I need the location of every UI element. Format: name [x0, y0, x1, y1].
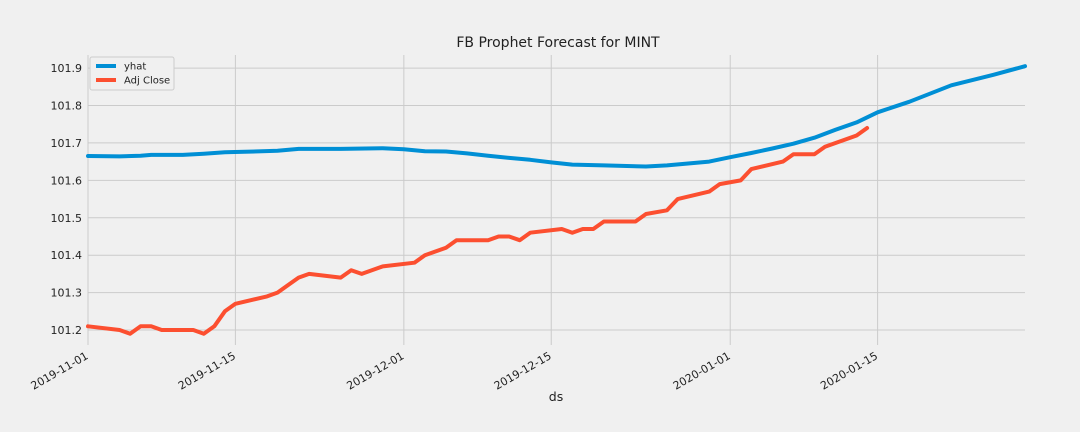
- x-axis-ticks: 2019-11-01 2019-11-15 2019-12-01 2019-12-15…: [29, 349, 880, 392]
- x-tick-label: 2019-12-01: [344, 349, 406, 392]
- x-tick-label: 2019-11-15: [176, 349, 238, 392]
- series-line-yhat: [86, 64, 1027, 169]
- series-layer: [86, 64, 1027, 336]
- grid: [87, 55, 1025, 345]
- legend-label-yhat: yhat: [124, 62, 146, 73]
- y-tick-label: 101.8: [51, 100, 83, 113]
- x-tick-label: 2019-11-01: [29, 349, 91, 392]
- chart-title: FB Prophet Forecast for MINT: [456, 35, 660, 51]
- x-tick-label: 2020-01-01: [671, 349, 733, 392]
- y-tick-label: 101.4: [51, 249, 83, 262]
- y-axis-ticks: 101.2 101.3 101.4 101.5 101.6 101.7 101.8 101.9: [51, 62, 83, 337]
- legend-label-adj-close: Adj Close: [124, 76, 170, 87]
- y-tick-label: 101.3: [51, 287, 83, 300]
- y-tick-label: 101.7: [51, 137, 83, 150]
- legend: yhat Adj Close: [89, 56, 175, 91]
- x-axis-label: ds: [549, 389, 563, 404]
- x-tick-label: 2020-01-15: [818, 349, 880, 392]
- y-tick-label: 101.5: [51, 212, 83, 225]
- y-tick-label: 101.6: [51, 174, 83, 187]
- series-line-adj-close: [86, 126, 870, 336]
- x-tick-label: 2019-12-15: [492, 349, 554, 392]
- y-tick-label: 101.9: [51, 62, 83, 75]
- y-tick-label: 101.2: [51, 324, 83, 337]
